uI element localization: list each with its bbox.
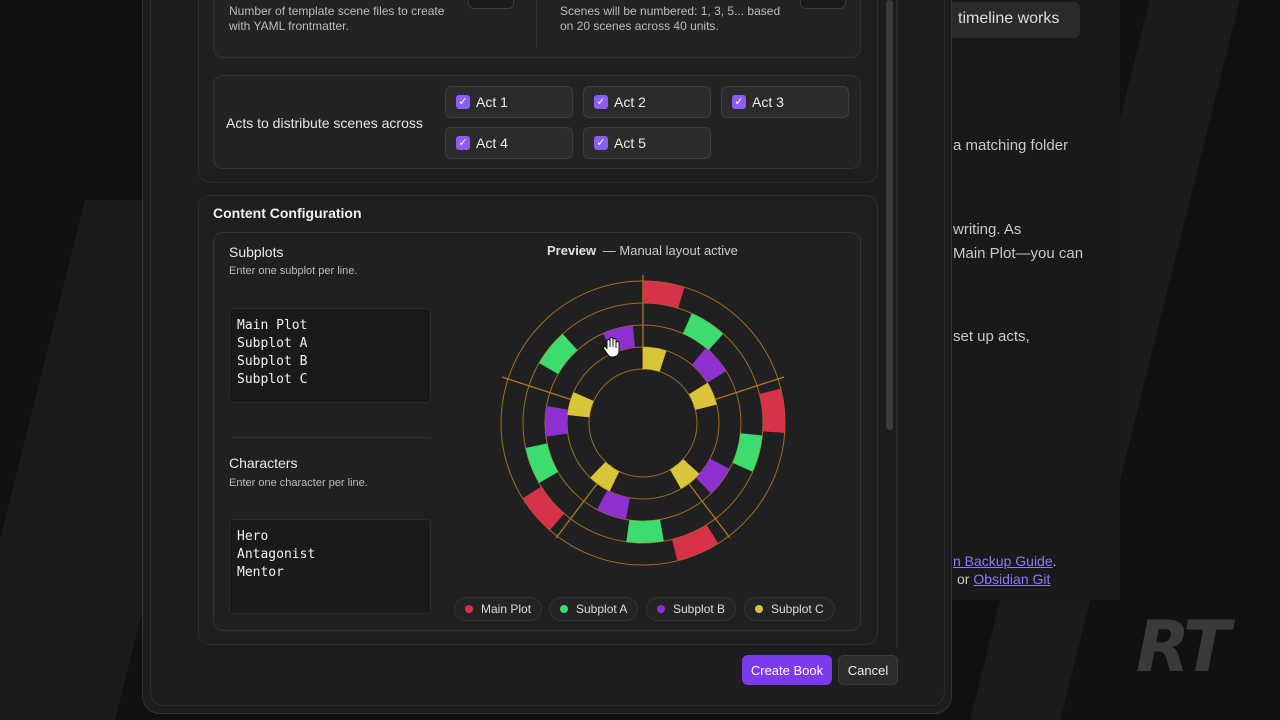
content-configuration-title: Content Configuration xyxy=(213,205,362,221)
scene-segment[interactable] xyxy=(590,461,620,492)
scene-segment[interactable] xyxy=(691,347,727,383)
hand-cursor-icon xyxy=(603,337,620,358)
divider xyxy=(230,437,430,438)
check-icon: ✓ xyxy=(594,95,608,109)
check-icon: ✓ xyxy=(594,136,608,150)
background-text: Main Plot—you can xyxy=(953,245,1084,262)
legend-main-plot: Main Plot xyxy=(454,597,543,621)
legend-subplot-c: Subplot C xyxy=(744,597,835,621)
scroll-track xyxy=(896,0,898,648)
divider xyxy=(536,0,537,47)
scene-segment[interactable] xyxy=(522,486,565,531)
scene-segment[interactable] xyxy=(688,382,717,410)
create-book-button[interactable]: Create Book xyxy=(742,655,832,685)
acts-label: Acts to distribute scenes across xyxy=(226,115,423,131)
backup-guide-link[interactable]: n Backup Guide xyxy=(953,553,1053,569)
background-pill: timeline works xyxy=(944,2,1080,38)
background-link-row: or Obsidian Git xyxy=(957,571,1051,587)
rt-logo: RT xyxy=(1136,606,1230,688)
scrollbar-thumb[interactable] xyxy=(886,0,893,430)
subplots-label: Subplots xyxy=(229,244,284,260)
background-link-row: n Backup Guide. xyxy=(953,553,1057,569)
subplots-hint: Enter one subplot per line. xyxy=(229,265,358,277)
scene-segment[interactable] xyxy=(545,405,569,437)
act-2-checkbox[interactable]: ✓ Act 2 xyxy=(583,86,711,118)
characters-label: Characters xyxy=(229,455,298,471)
act-1-checkbox[interactable]: ✓ Act 1 xyxy=(445,86,573,118)
legend-dot xyxy=(755,605,763,613)
scene-segment[interactable] xyxy=(596,490,630,520)
characters-textarea[interactable]: Hero Antagonist Mentor xyxy=(229,519,431,614)
legend-dot xyxy=(465,605,473,613)
preview-header: Preview — Manual layout active xyxy=(547,243,738,258)
preview-status: — Manual layout active xyxy=(602,243,738,258)
cancel-button[interactable]: Cancel xyxy=(838,655,898,685)
scene-segment[interactable] xyxy=(539,333,578,374)
scene-segment[interactable] xyxy=(643,281,685,309)
scene-segment[interactable] xyxy=(643,347,667,372)
act-5-checkbox[interactable]: ✓ Act 5 xyxy=(583,127,711,159)
obsidian-git-link[interactable]: Obsidian Git xyxy=(973,571,1051,587)
legend-subplot-a: Subplot A xyxy=(549,597,639,621)
background-text: writing. As xyxy=(953,221,1022,238)
preview-label: Preview xyxy=(547,243,597,258)
background-document xyxy=(940,0,1120,600)
scene-segment[interactable] xyxy=(682,313,724,351)
scene-segment[interactable] xyxy=(672,524,719,561)
act-3-checkbox[interactable]: ✓ Act 3 xyxy=(721,86,849,118)
template-scenes-card: Number of template scene files to create… xyxy=(213,0,861,58)
check-icon: ✓ xyxy=(456,136,470,150)
scene-segment[interactable] xyxy=(567,392,594,418)
numbering-description: Scenes will be numbered: 1, 3, 5... base… xyxy=(560,4,781,33)
scene-segment[interactable] xyxy=(695,458,730,494)
wheel-center xyxy=(590,370,696,476)
subplots-textarea[interactable]: Main Plot Subplot A Subplot B Subplot C xyxy=(229,308,431,403)
scene-segment[interactable] xyxy=(732,433,763,472)
timeline-preview-wheel xyxy=(500,275,786,566)
legend-subplot-b: Subplot B xyxy=(646,597,737,621)
act-4-checkbox[interactable]: ✓ Act 4 xyxy=(445,127,573,159)
template-scenes-description: Number of template scene files to create… xyxy=(229,4,445,33)
check-icon: ✓ xyxy=(732,95,746,109)
scene-segment[interactable] xyxy=(759,388,785,433)
scene-segment[interactable] xyxy=(670,459,700,489)
characters-hint: Enter one character per line. xyxy=(229,477,368,489)
legend-dot xyxy=(560,605,568,613)
modal-content xyxy=(150,0,945,706)
legend-dot xyxy=(657,605,665,613)
background-text: set up acts, xyxy=(953,328,1030,345)
scene-segment[interactable] xyxy=(626,519,664,543)
scene-numbering-input[interactable] xyxy=(800,0,846,9)
check-icon: ✓ xyxy=(456,95,470,109)
scene-segment[interactable] xyxy=(525,443,559,483)
template-scenes-input[interactable] xyxy=(468,0,514,9)
background-text: a matching folder xyxy=(953,137,1069,154)
